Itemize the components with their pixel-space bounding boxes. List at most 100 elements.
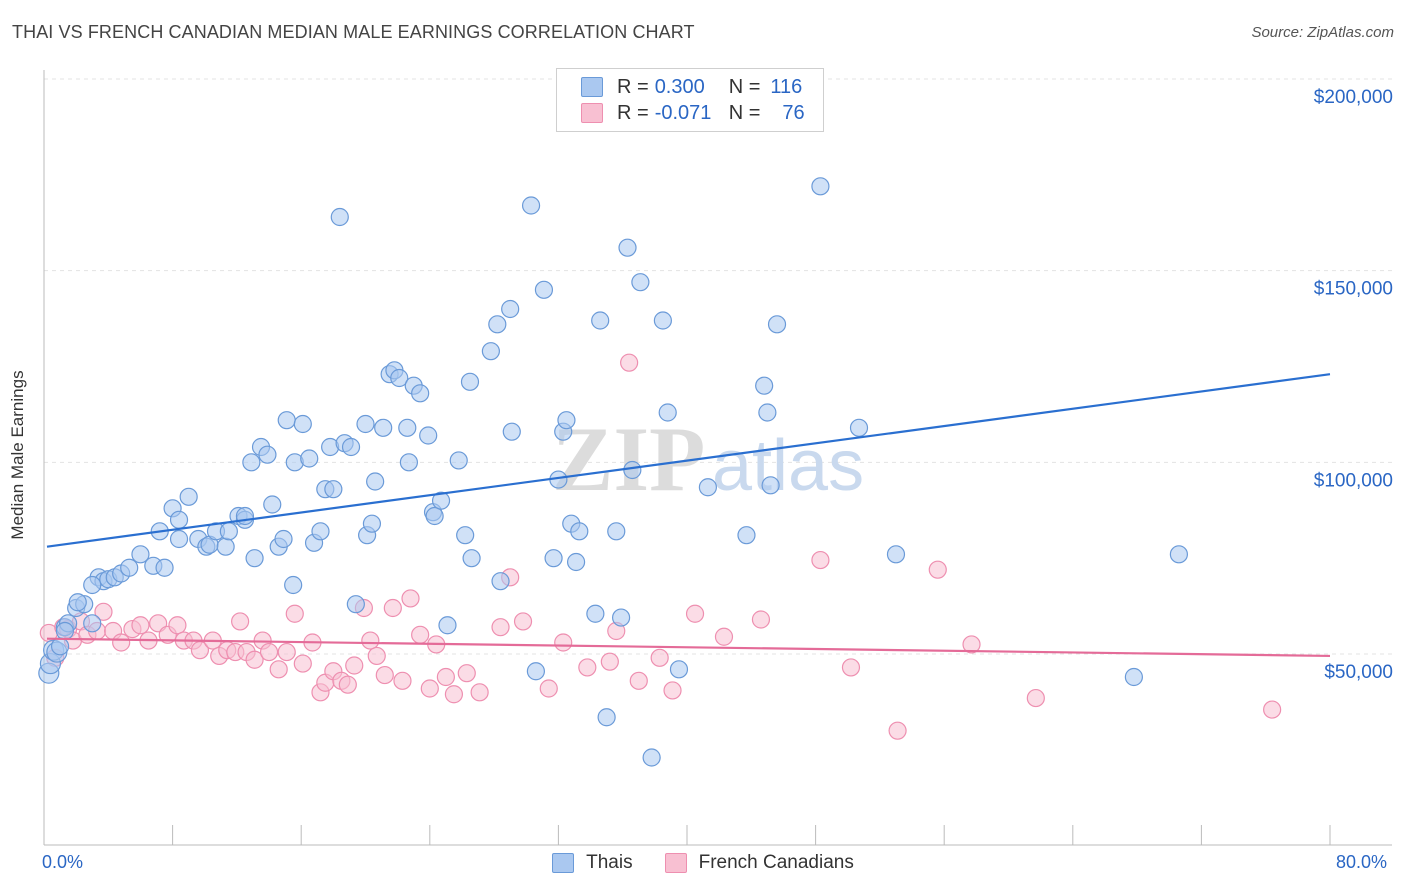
- point-thais: [245, 549, 264, 568]
- point-thais: [631, 273, 650, 292]
- point-french-canadians: [338, 675, 357, 694]
- point-thais: [607, 522, 626, 541]
- point-french-canadians: [231, 612, 250, 631]
- point-thais: [411, 384, 430, 403]
- y-tick-label: $100,000: [1314, 470, 1393, 491]
- watermark-zip: ZIP: [552, 408, 705, 510]
- point-thais: [597, 708, 616, 727]
- point-french-canadians: [928, 560, 947, 579]
- point-french-canadians: [259, 642, 279, 662]
- y-tick-label: $50,000: [1324, 662, 1393, 683]
- point-french-canadians: [420, 679, 439, 698]
- point-french-canadians: [367, 646, 386, 666]
- y-tick-labels: $50,000 $100,000 $150,000 $200,000: [1314, 87, 1393, 683]
- y-tick-label: $200,000: [1314, 87, 1393, 108]
- point-thais: [501, 299, 520, 319]
- point-french-canadians: [112, 633, 131, 652]
- y-tick-label: $150,000: [1314, 279, 1393, 300]
- point-thais: [449, 451, 468, 470]
- point-thais: [761, 476, 780, 495]
- point-thais: [623, 460, 642, 480]
- point-thais: [438, 616, 457, 635]
- point-thais: [544, 549, 563, 568]
- point-french-canadians: [94, 602, 113, 621]
- point-french-canadians: [401, 589, 420, 608]
- point-thais: [68, 593, 87, 612]
- point-thais: [767, 315, 787, 334]
- point-thais: [557, 411, 576, 430]
- series-thais: [38, 177, 1188, 767]
- point-thais: [330, 207, 349, 227]
- point-thais: [491, 572, 510, 591]
- point-thais: [179, 487, 198, 506]
- point-french-canadians: [663, 681, 682, 700]
- point-thais: [653, 311, 672, 330]
- french-legend-swatch: [664, 853, 687, 873]
- point-french-canadians: [811, 550, 830, 570]
- point-french-canadians: [361, 631, 380, 650]
- point-thais: [324, 480, 343, 499]
- point-french-canadians: [491, 618, 510, 637]
- legend-label-french-canadians: French Canadians: [698, 852, 854, 873]
- point-thais: [399, 453, 419, 472]
- r-value: -0.071: [654, 101, 712, 124]
- point-thais: [591, 311, 610, 330]
- r-value: 0.300: [654, 75, 705, 98]
- point-french-canadians: [714, 627, 734, 646]
- r-label: R =: [617, 101, 649, 124]
- r-label: R =: [617, 75, 649, 98]
- n-value: 76: [782, 101, 805, 124]
- point-thais: [219, 522, 238, 541]
- point-thais: [398, 418, 417, 437]
- point-french-canadians: [685, 604, 705, 623]
- legend-item-french-canadians[interactable]: French Canadians: [664, 852, 854, 874]
- legend-row-french: R = -0.071 N = 76: [581, 101, 805, 125]
- n-label: N =: [728, 101, 761, 124]
- point-thais: [618, 238, 637, 257]
- trend-lines: [46, 373, 1331, 658]
- point-french-canadians: [293, 654, 312, 673]
- point-thais: [611, 608, 631, 627]
- point-french-canadians: [1263, 700, 1282, 719]
- point-french-canadians: [375, 665, 394, 685]
- point-thais: [456, 526, 475, 545]
- point-french-canadians: [345, 656, 364, 675]
- point-thais: [586, 604, 605, 623]
- point-thais: [425, 506, 444, 526]
- watermark-atlas: atlas: [712, 426, 864, 506]
- point-thais: [886, 545, 906, 564]
- point-thais: [293, 414, 312, 434]
- axes: [43, 70, 1392, 846]
- point-french-canadians: [554, 633, 573, 652]
- point-thais: [83, 575, 102, 595]
- point-french-canadians: [131, 616, 150, 635]
- point-thais: [669, 660, 689, 679]
- n-label: N =: [728, 75, 761, 98]
- point-french-canadians: [168, 616, 187, 635]
- x-tick-label-min: 0.0%: [42, 852, 84, 872]
- legend-row-thais: R = 0.300 N = 116: [581, 75, 802, 99]
- point-thais: [1124, 667, 1143, 687]
- point-thais: [521, 196, 541, 215]
- legend-label-thais: Thais: [586, 852, 633, 873]
- point-thais: [488, 315, 507, 334]
- point-thais: [277, 411, 296, 430]
- point-french-canadians: [600, 652, 619, 671]
- point-thais: [169, 510, 189, 529]
- point-thais: [658, 403, 677, 422]
- point-french-canadians: [841, 658, 861, 677]
- point-thais: [431, 491, 451, 510]
- point-thais: [481, 342, 500, 361]
- point-thais: [346, 595, 365, 614]
- point-french-canadians: [470, 683, 489, 702]
- series-french-canadians: [39, 353, 1282, 740]
- point-french-canadians: [629, 671, 648, 690]
- point-french-canadians: [620, 353, 639, 372]
- point-thais: [55, 621, 74, 641]
- legend-item-thais[interactable]: Thais: [552, 852, 633, 874]
- point-french-canadians: [751, 610, 771, 629]
- point-french-canadians: [436, 667, 455, 687]
- point-thais: [566, 552, 586, 572]
- point-thais: [366, 472, 385, 491]
- thais-swatch: [581, 77, 603, 97]
